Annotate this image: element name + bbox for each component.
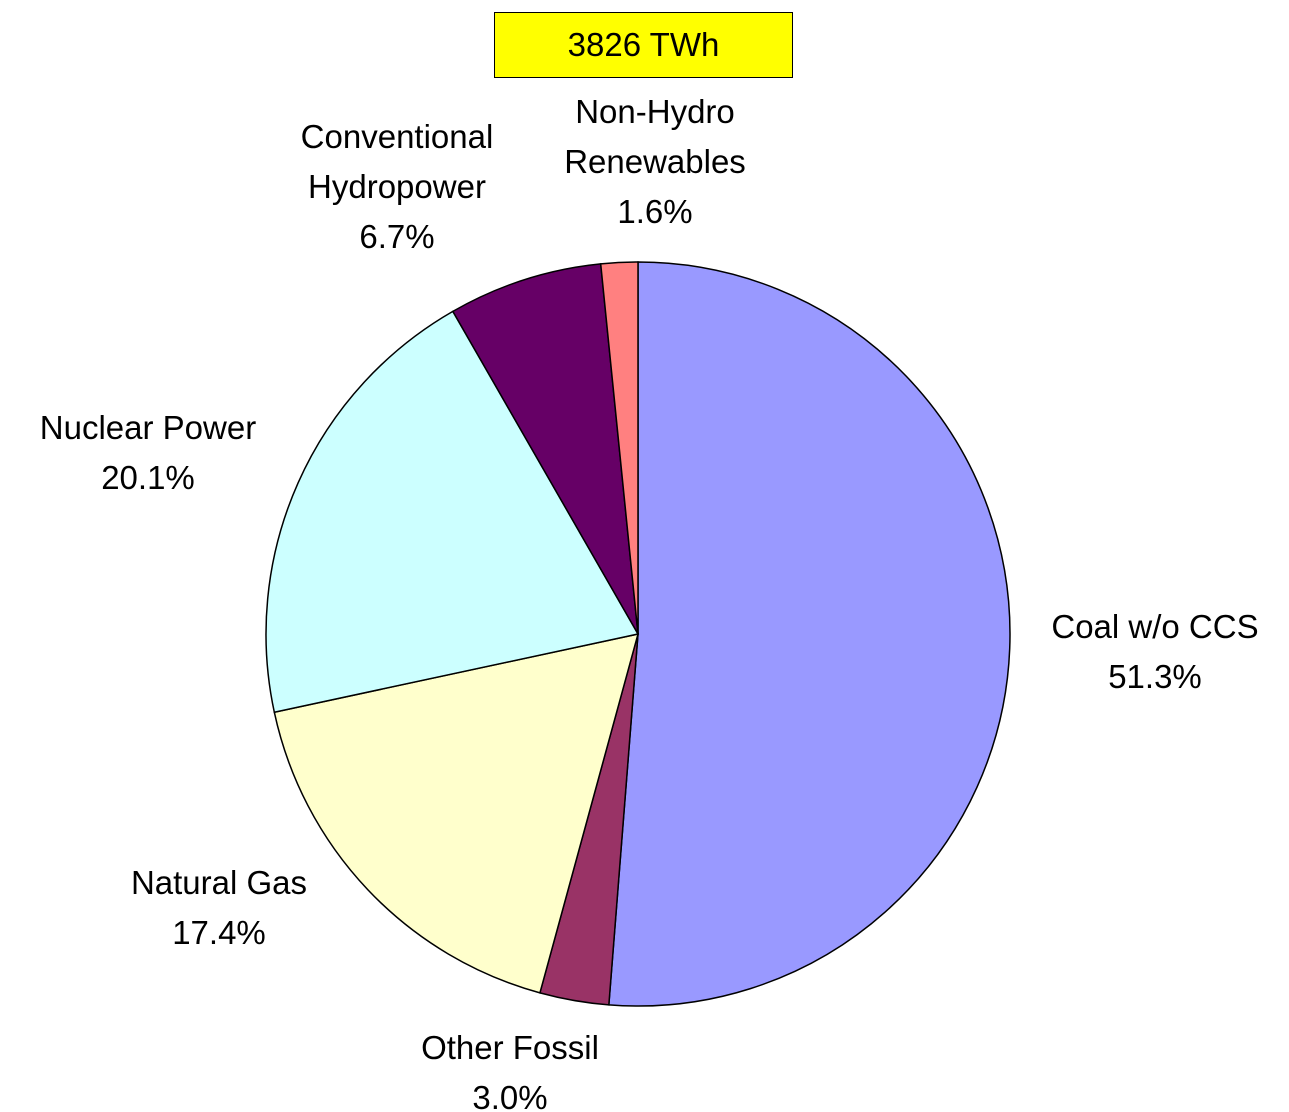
- slice-name: Coal w/o CCS: [1051, 608, 1259, 645]
- slice-value: 20.1%: [101, 459, 195, 496]
- pie-slice: [608, 261, 1011, 1007]
- pie-slice: [599, 261, 639, 635]
- slice-name: Nuclear Power: [39, 409, 257, 446]
- slice-name: Natural Gas: [130, 864, 308, 901]
- chart-title: 3826 TWh: [494, 12, 793, 78]
- slice-value: 6.7%: [359, 218, 435, 255]
- pie-slice: [451, 263, 639, 635]
- slice-label: Other Fossil 3.0%: [360, 1023, 660, 1112]
- slice-label: Non-Hydro Renewables 1.6%: [505, 87, 805, 237]
- slice-value: 51.3%: [1108, 658, 1202, 695]
- slice-name: Conventional Hydropower: [300, 118, 494, 205]
- slice-value: 1.6%: [617, 193, 693, 230]
- slice-label: Nuclear Power 20.1%: [0, 403, 298, 503]
- slice-name: Non-Hydro Renewables: [564, 93, 746, 180]
- slice-value: 17.4%: [172, 914, 266, 951]
- slice-name: Other Fossil: [421, 1029, 599, 1066]
- slice-label: Natural Gas 17.4%: [69, 858, 369, 958]
- slice-value: 3.0%: [472, 1079, 548, 1112]
- pie-slice: [273, 633, 640, 994]
- slice-label: Coal w/o CCS 51.3%: [1005, 602, 1289, 702]
- pie-slice: [265, 310, 640, 714]
- slice-label: Conventional Hydropower 6.7%: [247, 112, 547, 262]
